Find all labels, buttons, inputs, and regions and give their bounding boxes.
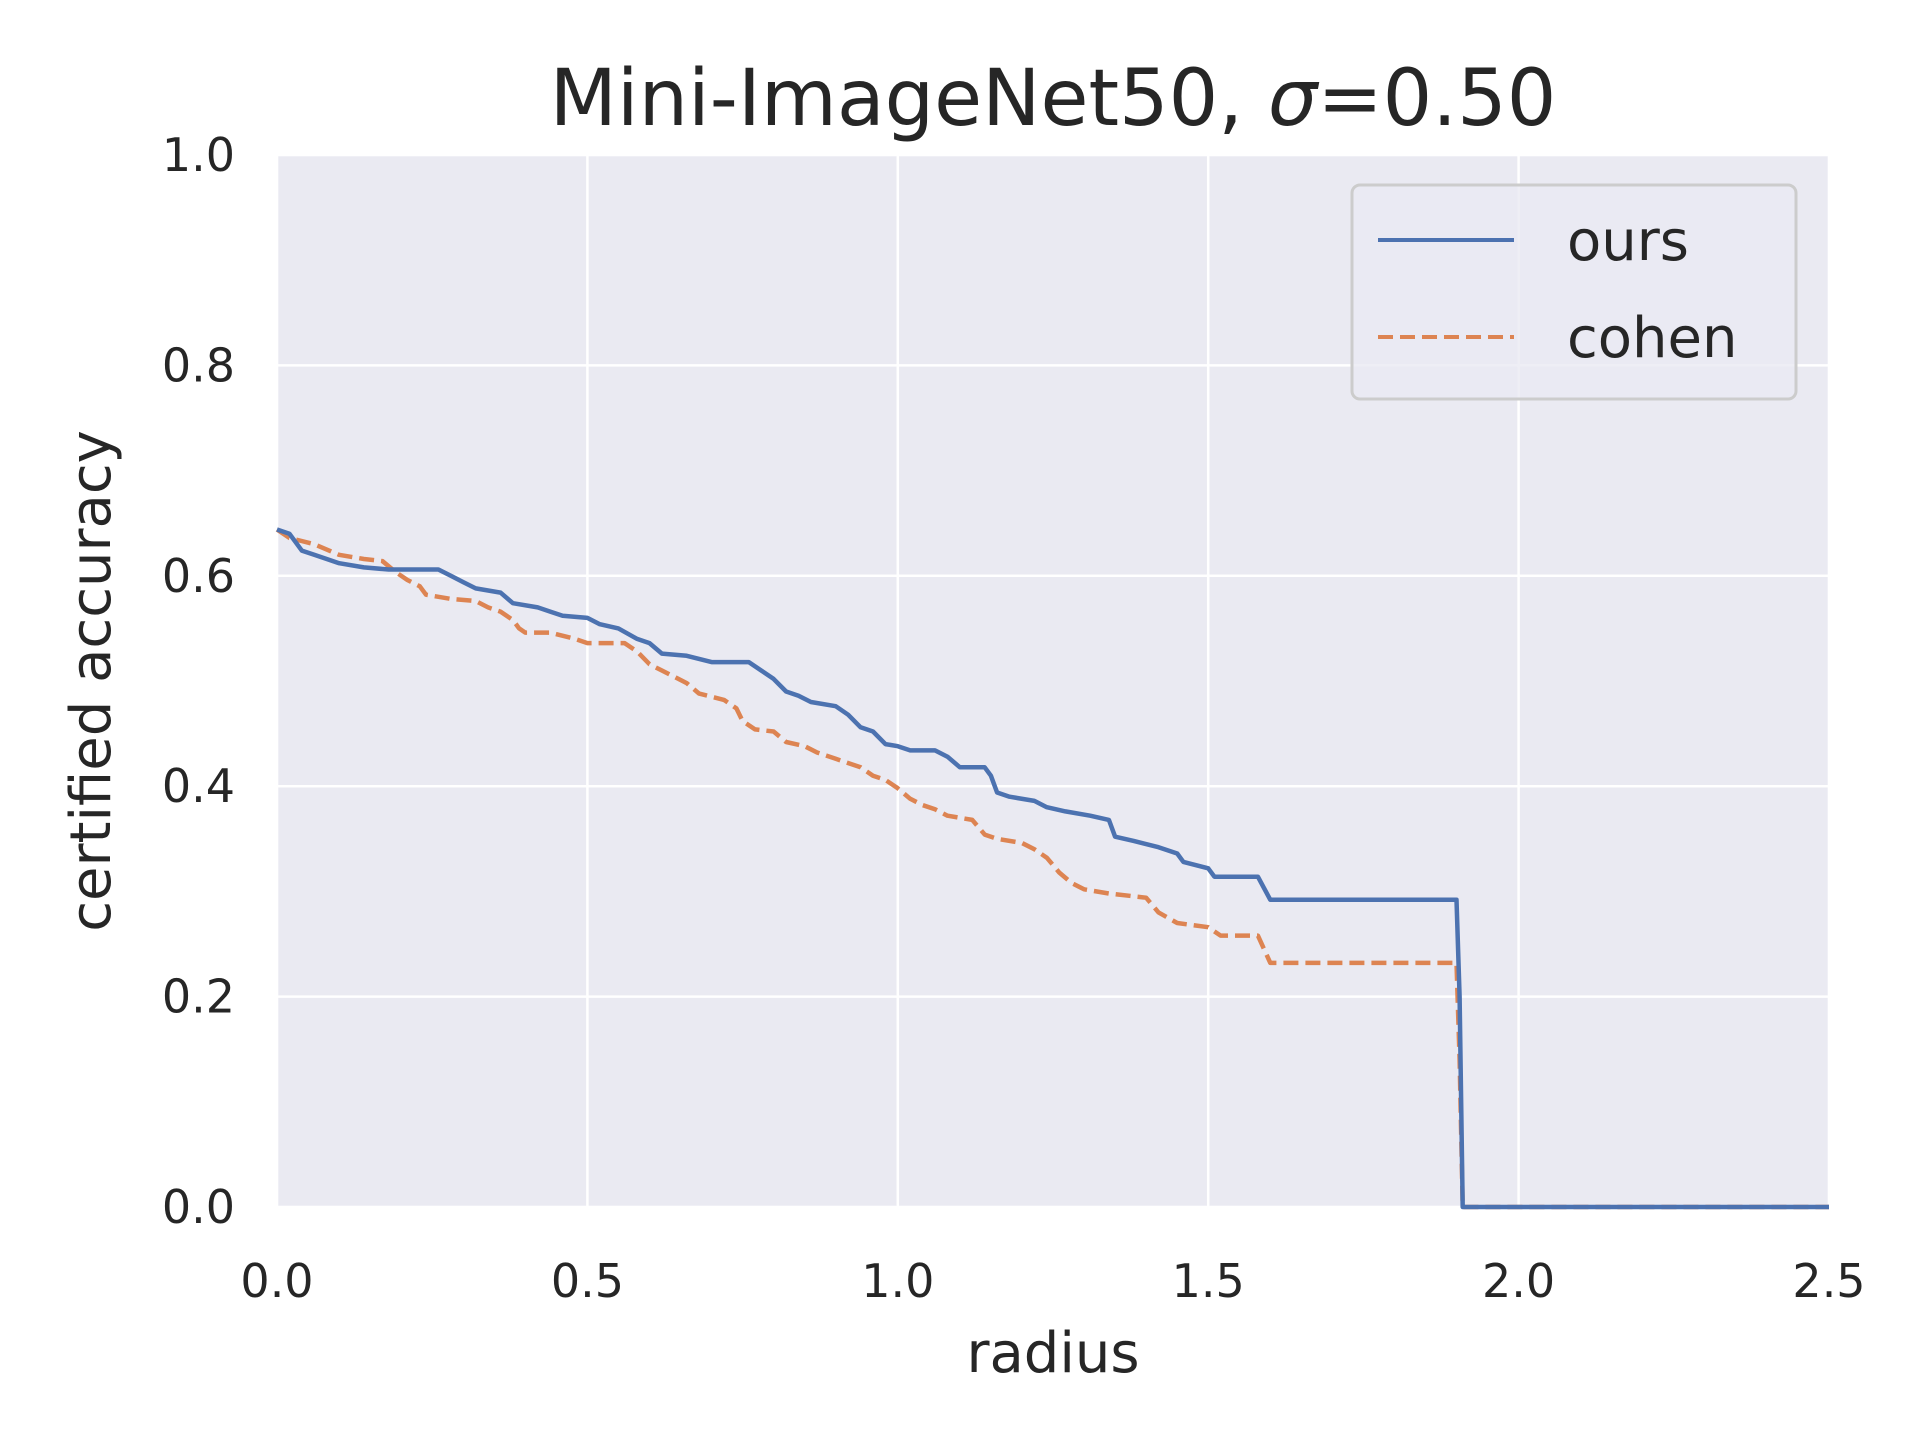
y-tick-label: 0.6 xyxy=(162,549,235,603)
series-lines xyxy=(275,527,1829,1210)
x-tick-label: 0.0 xyxy=(240,1254,313,1308)
title-prefix: Mini-ImageNet50, xyxy=(550,54,1268,144)
legend-label-cohen: cohen xyxy=(1567,306,1738,371)
series-line-cohen xyxy=(275,527,1829,1210)
y-tick-label: 0.8 xyxy=(162,338,235,392)
x-axis-title: radius xyxy=(966,1321,1139,1386)
x-tick-label: 1.5 xyxy=(1172,1254,1245,1308)
legend-label-ours: ours xyxy=(1567,209,1689,274)
y-axis-ticks: 0.0 0.2 0.4 0.6 0.8 1.0 xyxy=(162,128,235,1234)
x-tick-label: 2.0 xyxy=(1482,1254,1555,1308)
y-tick-label: 0.2 xyxy=(162,970,235,1024)
y-tick-label: 0.0 xyxy=(162,1180,235,1234)
title-suffix: =0.50 xyxy=(1317,54,1556,144)
x-tick-label: 2.5 xyxy=(1792,1254,1865,1308)
chart-title: Mini-ImageNet50, σ=0.50 xyxy=(550,54,1557,144)
x-axis-ticks: 0.0 0.5 1.0 1.5 2.0 2.5 xyxy=(240,1254,1865,1308)
x-tick-label: 1.0 xyxy=(861,1254,934,1308)
x-tick-label: 0.5 xyxy=(551,1254,624,1308)
title-sigma: σ xyxy=(1268,54,1320,144)
y-axis-title: certified accuracy xyxy=(59,430,124,932)
series-line-ours xyxy=(276,527,1829,1210)
y-tick-label: 1.0 xyxy=(162,128,235,182)
y-tick-label: 0.4 xyxy=(162,759,235,813)
legend: ours cohen xyxy=(1350,183,1798,401)
